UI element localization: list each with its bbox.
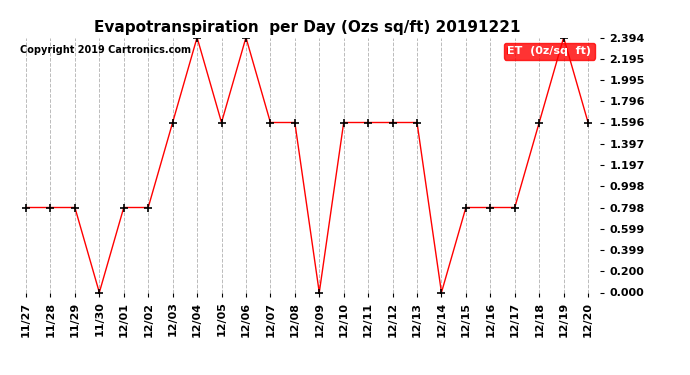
- Title: Evapotranspiration  per Day (Ozs sq/ft) 20191221: Evapotranspiration per Day (Ozs sq/ft) 2…: [94, 20, 520, 35]
- Legend: ET  (0z/sq  ft): ET (0z/sq ft): [504, 43, 595, 60]
- Text: Copyright 2019 Cartronics.com: Copyright 2019 Cartronics.com: [19, 45, 190, 55]
